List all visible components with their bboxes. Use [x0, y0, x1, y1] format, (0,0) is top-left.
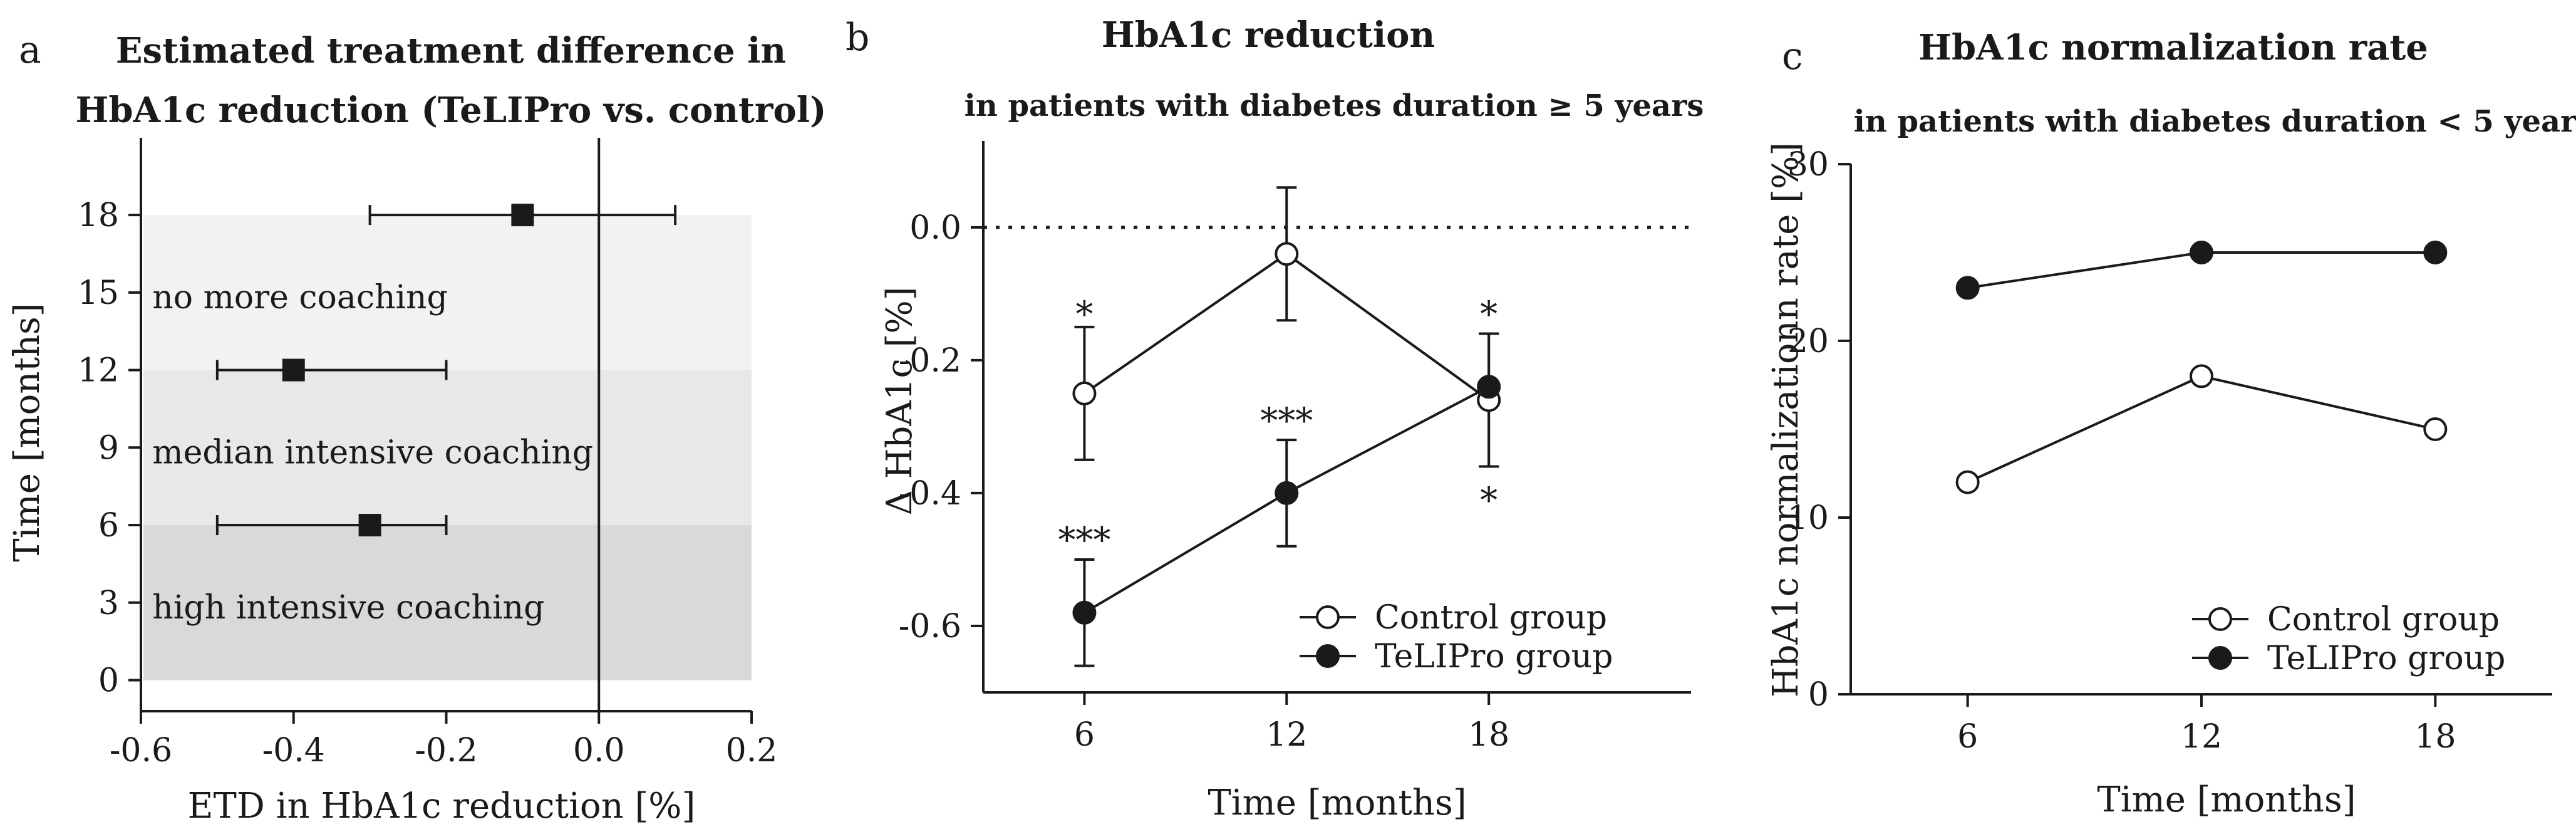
panel-a-y-tick-label-6: 18 — [78, 197, 119, 234]
panel-b-legend-marker-1 — [1316, 644, 1340, 668]
panel-b-significance-1: *** — [1260, 400, 1313, 441]
panel-b-axes: 6 12 18 0.0 -0.2 -0.4 -0.6 — [899, 141, 1691, 754]
panel-a-marks — [215, 204, 677, 537]
panel-a: a Estimated treatment difference in HbA1… — [7, 28, 827, 826]
panel-a-x-tick-label-1: -0.4 — [262, 732, 325, 769]
panel-a-title-line-1: Estimated treatment difference in — [116, 30, 786, 71]
panel-c-x-tick-label-2: 18 — [2414, 718, 2456, 756]
panel-a-estimate-marker-0 — [511, 204, 534, 227]
panel-b-y-tick-label-0: 0.0 — [909, 209, 961, 247]
panel-a-band-label-1: median intensive coaching — [152, 434, 593, 471]
panel-c-x-tick-label-0: 6 — [1957, 718, 1978, 756]
panel-a-x-tick-label-3: 0.0 — [573, 732, 625, 769]
panel-a-x-tick-label-4: 0.2 — [726, 732, 778, 769]
panel-b-x-tick-label-2: 18 — [1468, 716, 1509, 754]
panel-b-y-tick-label-1: -0.2 — [899, 342, 961, 380]
panel-b-legend-marker-0 — [1316, 605, 1340, 629]
panel-a-x-axis-label: ETD in HbA1c reduction [%] — [188, 786, 696, 826]
panel-c-subtitle: in patients with diabetes duration < 5 y… — [1854, 104, 2576, 139]
panel-a-y-tick-label-1: 3 — [98, 585, 119, 622]
panel-c-title: HbA1c normalization rate — [1918, 27, 2428, 68]
panel-b-subtitle: in patients with diabetes duration ≥ 5 y… — [965, 88, 1704, 123]
panel-a-bands: high intensive coaching median intensive … — [143, 215, 752, 680]
panel-a-y-tick-label-5: 15 — [78, 274, 119, 312]
panel-a-y-tick-label-0: 0 — [98, 662, 119, 700]
panel-a-band-2 — [143, 215, 752, 370]
panel-c-y-tick-label-3: 30 — [1787, 146, 1829, 184]
panel-c-y-axis-label: HbA1c normalizationn rate [%] — [1766, 142, 1806, 697]
panel-b-y-tick-label-2: -0.4 — [899, 475, 961, 513]
panel-a-y-tick-label-3: 9 — [98, 429, 119, 467]
panel-b-y-axis-label: Δ HbA1c [%] — [879, 286, 920, 515]
panel-a-estimate-marker-1 — [282, 358, 305, 382]
panel-c: c HbA1c normalization rate in patients w… — [1766, 27, 2576, 820]
panel-c-x-tick-label-1: 12 — [2181, 718, 2222, 756]
panel-b-x-tick-label-1: 12 — [1266, 716, 1307, 754]
panel-c-series-1-point-1 — [2190, 241, 2213, 264]
panel-a-y-axis-label: Time [months] — [7, 303, 48, 561]
panel-b-series-1-point-1 — [1275, 481, 1299, 505]
panel-c-series-0-point-1 — [2190, 364, 2213, 388]
panel-b-marks: ********* — [1058, 186, 1501, 667]
panel-b-legend-label-0: Control group — [1375, 599, 1607, 637]
panel-c-y-tick-label-0: 0 — [1808, 676, 1829, 714]
panel-a-x-tick-label-2: -0.2 — [415, 732, 477, 769]
panel-b-significance-3: *** — [1058, 520, 1110, 561]
panel-b-y-tick-label-3: -0.6 — [899, 608, 961, 645]
panel-b-series-1-point-0 — [1072, 600, 1097, 625]
panel-a-band-0 — [143, 525, 752, 680]
panel-a-band-label-0: high intensive coaching — [152, 589, 544, 627]
panel-c-series-1-point-0 — [1955, 276, 1980, 300]
panel-a-x-tick-label-0: -0.6 — [110, 732, 172, 769]
panel-c-series-0-line — [1967, 375, 2436, 484]
panel-a-axes: -0.6 -0.4 -0.2 0.0 0.2 0 3 6 9 12 15 18 — [78, 138, 778, 769]
panel-a-letter: a — [19, 28, 41, 72]
panel-c-legend-label-1: TeLIPro group — [2267, 640, 2505, 677]
panel-c-legend-marker-1 — [2208, 646, 2232, 670]
panel-b-legend-label-1: TeLIPro group — [1375, 638, 1613, 675]
panel-a-estimate-marker-2 — [358, 514, 381, 537]
panel-a-band-label-2: no more coaching — [152, 279, 448, 316]
panel-b-series-0-point-0 — [1072, 381, 1097, 405]
panel-b-title: HbA1c reduction — [1102, 14, 1435, 56]
panel-c-series-0-point-2 — [2423, 417, 2448, 441]
panel-b-significance-2: * — [1480, 294, 1497, 335]
panel-a-title-line-2: HbA1c reduction (TeLIPro vs. control) — [76, 90, 827, 131]
panel-b-significance-0: * — [1075, 294, 1093, 335]
panel-a-band-1 — [143, 370, 752, 526]
panel-c-y-tick-label-1: 10 — [1787, 499, 1829, 537]
panel-b-series-1-point-2 — [1477, 375, 1501, 399]
panel-b-series-0-point-1 — [1275, 242, 1299, 266]
panel-c-x-axis-label: Time [months] — [2097, 779, 2356, 820]
panel-c-axes: 6 12 18 0 10 20 30 — [1787, 146, 2552, 756]
panel-c-marks — [1955, 241, 2448, 494]
panel-b-significance-4: * — [1480, 481, 1497, 521]
panel-c-legend-marker-0 — [2208, 607, 2232, 631]
panel-c-letter: c — [1782, 34, 1803, 78]
panel-b-x-tick-label-0: 6 — [1074, 716, 1095, 754]
panel-c-y-tick-label-2: 20 — [1787, 323, 1829, 360]
panel-c-legend-label-0: Control group — [2267, 601, 2500, 638]
panel-b-x-axis-label: Time [months] — [1208, 783, 1466, 823]
panel-c-series-0-point-0 — [1955, 470, 1980, 494]
panel-c-series-1-point-2 — [2423, 241, 2448, 264]
panel-a-y-tick-label-4: 12 — [78, 352, 119, 390]
panel-b-letter: b — [846, 16, 869, 60]
panel-b: b HbA1c reduction in patients with diabe… — [846, 14, 1704, 823]
panel-a-y-tick-label-2: 6 — [98, 507, 119, 545]
